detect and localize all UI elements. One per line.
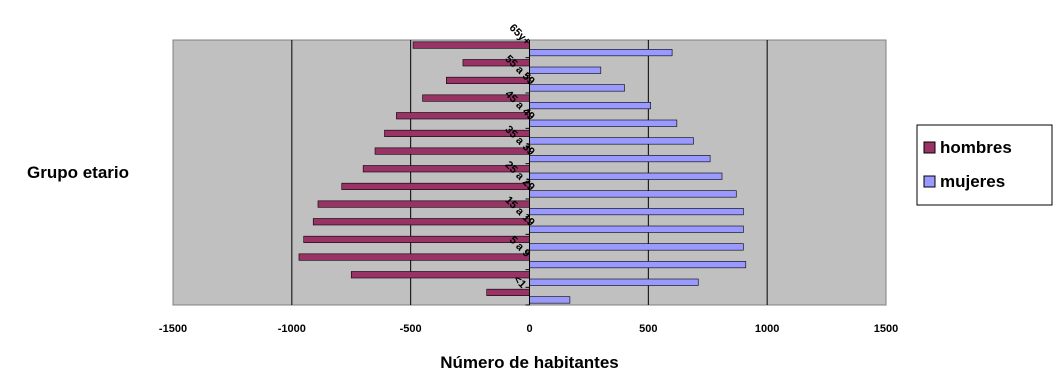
x-tick-label: 1000 (755, 323, 779, 335)
bar-mujeres (529, 278, 699, 286)
bar-mujeres (529, 208, 744, 216)
bar-mujeres (529, 190, 737, 198)
legend-label-hombres: hombres (940, 138, 1012, 157)
bar-hombres (446, 76, 530, 84)
bar-hombres (312, 218, 530, 226)
y-axis-title: Grupo etario (27, 163, 129, 182)
x-tick-label: -500 (400, 323, 422, 335)
x-tick-label: 0 (526, 323, 532, 335)
bar-hombres (350, 271, 530, 279)
legend-box (916, 124, 1053, 206)
legend-swatch-hombres (923, 141, 936, 154)
bar-hombres (317, 200, 530, 208)
legend: hombres mujeres (916, 124, 1053, 206)
bar-mujeres (529, 296, 571, 304)
bar-mujeres (529, 172, 723, 180)
legend-swatch-mujeres (923, 175, 936, 188)
bar-hombres (298, 253, 530, 261)
bar-mujeres (529, 155, 711, 163)
x-tick-label: 1500 (874, 323, 898, 335)
x-tick-label: 500 (639, 323, 657, 335)
bar-mujeres (529, 66, 602, 74)
bar-mujeres (529, 84, 625, 92)
bar-mujeres (529, 225, 744, 233)
bar-mujeres (529, 137, 694, 145)
x-tick-label: -1000 (278, 323, 306, 335)
bar-hombres (486, 288, 530, 296)
bar-hombres (396, 112, 530, 120)
bar-mujeres (529, 243, 744, 251)
x-tick-label: -1500 (159, 323, 187, 335)
bar-hombres (412, 41, 530, 49)
bar-mujeres (529, 119, 678, 127)
x-axis-title: Número de habitantes (440, 353, 619, 372)
bar-hombres (341, 182, 530, 190)
bar-mujeres (529, 261, 747, 269)
bar-hombres (374, 147, 530, 155)
bar-mujeres (529, 102, 652, 110)
bar-hombres (303, 235, 530, 243)
legend-label-mujeres: mujeres (940, 172, 1005, 191)
bar-mujeres (529, 49, 673, 57)
